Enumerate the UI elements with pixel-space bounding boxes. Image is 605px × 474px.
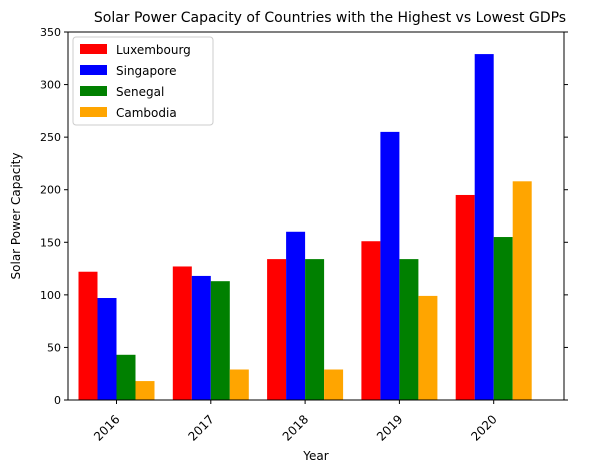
x-tick-label: 2018: [280, 412, 311, 443]
y-tick-label: 0: [54, 394, 61, 407]
legend-swatch-senegal: [80, 86, 107, 96]
bar-singapore-2020: [474, 54, 494, 400]
x-tick-label: 2019: [374, 412, 405, 443]
bar-cambodia-2017: [229, 369, 249, 400]
chart-title: Solar Power Capacity of Countries with t…: [94, 10, 566, 26]
bar-singapore-2016: [97, 298, 117, 400]
y-tick-label: 50: [47, 341, 61, 354]
bar-cambodia-2016: [135, 381, 155, 400]
y-tick-label: 150: [40, 236, 61, 249]
y-tick-label: 250: [40, 131, 61, 144]
bar-luxembourg-2018: [267, 259, 287, 400]
x-axis-label: Year: [302, 449, 328, 463]
bar-senegal-2018: [305, 259, 325, 400]
x-tick-label: 2020: [468, 412, 499, 443]
legend-label-luxembourg: Luxembourg: [116, 43, 191, 57]
bar-singapore-2017: [191, 275, 211, 400]
bar-cambodia-2018: [324, 369, 344, 400]
bar-senegal-2017: [210, 281, 230, 400]
legend-box: [72, 36, 214, 126]
y-tick-label: 350: [40, 26, 61, 39]
legend-label-senegal: Senegal: [116, 85, 164, 99]
x-tick-label: 2016: [91, 412, 122, 443]
legend: Luxembourg Singapore Senegal Cambodia: [72, 36, 214, 126]
bar-cambodia-2019: [418, 295, 438, 400]
y-tick-label: 200: [40, 184, 61, 197]
legend-swatch-singapore: [80, 65, 107, 75]
bar-luxembourg-2017: [172, 266, 192, 400]
legend-label-singapore: Singapore: [116, 64, 177, 78]
bar-senegal-2020: [493, 237, 513, 400]
bar-singapore-2019: [380, 131, 400, 400]
y-tick-label: 100: [40, 289, 61, 302]
x-tick-label: 2017: [185, 412, 216, 443]
legend-swatch-luxembourg: [80, 44, 107, 54]
bar-luxembourg-2019: [361, 241, 381, 400]
bar-luxembourg-2020: [455, 194, 475, 400]
bars-layer: [78, 54, 532, 400]
bar-luxembourg-2016: [78, 271, 98, 400]
bar-senegal-2019: [399, 259, 419, 400]
bar-cambodia-2020: [512, 181, 532, 400]
bar-senegal-2016: [116, 354, 136, 400]
y-tick-label: 300: [40, 79, 61, 92]
bar-singapore-2018: [286, 231, 306, 400]
legend-swatch-cambodia: [80, 107, 107, 117]
y-axis-label: Solar Power Capacity: [9, 153, 23, 280]
plot-frame: [67, 31, 565, 401]
legend-label-cambodia: Cambodia: [116, 106, 177, 120]
